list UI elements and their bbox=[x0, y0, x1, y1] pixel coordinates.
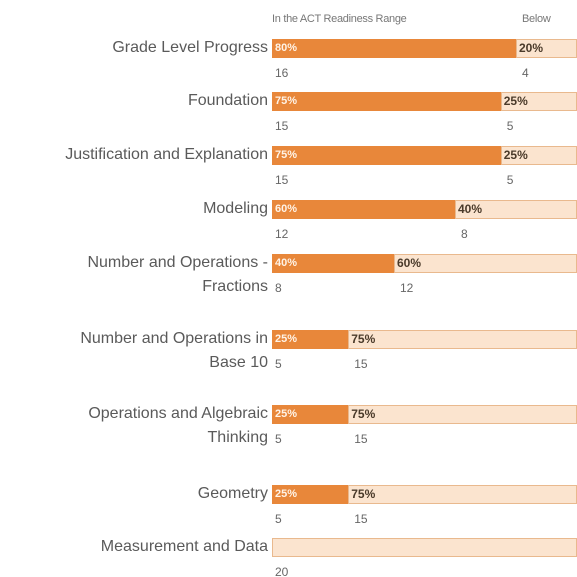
count-label: 15 bbox=[354, 512, 368, 526]
data-label: 25% bbox=[275, 333, 298, 345]
data-label: 75% bbox=[351, 332, 376, 346]
count-label: 15 bbox=[354, 432, 368, 446]
bar-segment bbox=[272, 146, 501, 165]
category-label: Modeling bbox=[203, 200, 268, 217]
count-label: 12 bbox=[275, 227, 289, 241]
bar-segment bbox=[272, 39, 516, 58]
category-label: Operations and Algebraic Thinking bbox=[88, 405, 268, 446]
data-label: 80% bbox=[275, 42, 298, 54]
data-label: 25% bbox=[503, 148, 528, 162]
count-label: 5 bbox=[275, 432, 282, 446]
count-label: 15 bbox=[275, 119, 289, 133]
category-label: Geometry bbox=[197, 485, 268, 502]
bar-segment bbox=[394, 254, 577, 273]
category-label: Number and Operations in Base 10 bbox=[80, 330, 268, 371]
data-label: 25% bbox=[503, 94, 528, 108]
data-label: 25% bbox=[275, 408, 298, 420]
count-label: 20 bbox=[275, 565, 289, 577]
data-label: 25% bbox=[275, 488, 298, 500]
data-label: 75% bbox=[351, 407, 376, 421]
legend-label: In the ACT Readiness Range bbox=[272, 13, 407, 25]
category-label: Grade Level Progress bbox=[112, 39, 268, 56]
count-label: 8 bbox=[275, 281, 282, 295]
count-label: 15 bbox=[354, 357, 368, 371]
count-label: 8 bbox=[461, 227, 468, 241]
count-label: 5 bbox=[275, 357, 282, 371]
bar-segment bbox=[500, 92, 577, 111]
data-label: 20% bbox=[519, 41, 544, 55]
bar-segment bbox=[272, 330, 349, 349]
data-label: 40% bbox=[458, 202, 483, 216]
data-label: 60% bbox=[397, 256, 422, 270]
bar-segment bbox=[272, 92, 501, 111]
bar-segment bbox=[272, 485, 349, 504]
count-label: 12 bbox=[400, 281, 414, 295]
data-label: 75% bbox=[275, 149, 298, 161]
bar-segment bbox=[272, 254, 394, 273]
data-label: 60% bbox=[275, 203, 298, 215]
count-label: 15 bbox=[275, 173, 289, 187]
category-label: Number and Operations - Fractions bbox=[87, 254, 268, 295]
bar-segment bbox=[272, 200, 455, 219]
count-label: 5 bbox=[506, 173, 514, 187]
count-label: 5 bbox=[275, 512, 282, 526]
legend-label: Below bbox=[522, 13, 551, 25]
bar-segment bbox=[500, 146, 577, 165]
count-label: 5 bbox=[506, 119, 514, 133]
bar-segment bbox=[272, 538, 577, 557]
bar-segment bbox=[348, 485, 577, 504]
category-label: Justification and Explanation bbox=[65, 146, 268, 163]
data-label: 75% bbox=[351, 487, 376, 501]
count-label: 4 bbox=[522, 66, 529, 80]
bar-segment bbox=[272, 405, 349, 424]
data-label: 40% bbox=[275, 257, 298, 269]
category-label: Foundation bbox=[187, 92, 268, 109]
count-label: 16 bbox=[275, 66, 289, 80]
category-label: Measurement and Data bbox=[100, 538, 268, 555]
data-label: 75% bbox=[275, 95, 298, 107]
bar-segment bbox=[348, 405, 577, 424]
bar-segment bbox=[348, 330, 577, 349]
